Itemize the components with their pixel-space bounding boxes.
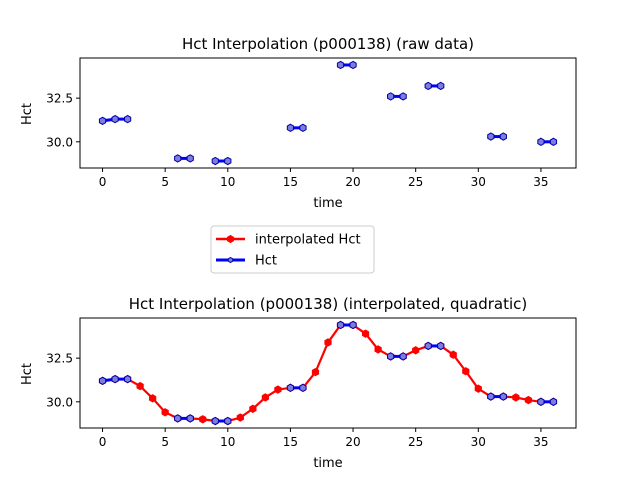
- data-point-interpolated: [274, 385, 282, 394]
- data-point-hct: [174, 414, 182, 423]
- data-point-hct: [499, 392, 507, 401]
- x-tick-label: 5: [161, 175, 169, 189]
- data-point-hct: [349, 320, 357, 330]
- data-point-hct: [174, 154, 182, 163]
- y-axis-label: Hct: [20, 103, 35, 125]
- x-tick-label: 0: [99, 435, 107, 449]
- legend-frame: [210, 225, 375, 274]
- data-point-interpolated: [249, 404, 257, 413]
- x-tick-label: 35: [533, 175, 548, 189]
- data-point-hct: [549, 397, 558, 406]
- data-point-interpolated: [474, 384, 482, 393]
- legend-item-hct: Hct: [216, 254, 277, 269]
- data-point-hct: [399, 92, 407, 101]
- x-tick-label: 20: [345, 435, 360, 449]
- data-point-hct: [487, 132, 495, 141]
- data-point-hct: [549, 137, 558, 146]
- legend-label: interpolated Hct: [255, 233, 361, 248]
- y-axis-label: Hct: [20, 363, 35, 385]
- data-point-interpolated: [361, 329, 370, 338]
- x-tick-label: 30: [471, 175, 486, 189]
- x-tick-label: 5: [161, 435, 169, 449]
- data-point-interpolated: [199, 415, 207, 424]
- plot-frame: [79, 317, 577, 429]
- x-axis-label: time: [313, 196, 342, 211]
- data-point-hct: [286, 123, 295, 133]
- data-point-hct: [424, 81, 432, 91]
- data-point-hct: [123, 374, 132, 384]
- data-point-interpolated: [524, 395, 533, 405]
- x-tick-label: 15: [283, 435, 298, 449]
- interpolated-chart: Hct Interpolation (p000138) (interpolate…: [20, 295, 577, 471]
- data-point-hct: [299, 383, 307, 393]
- data-point-interpolated: [462, 367, 470, 376]
- data-point-interpolated: [449, 350, 457, 359]
- x-tick-label: 10: [220, 175, 235, 189]
- data-point-hct: [299, 123, 307, 133]
- x-tick-label: 25: [408, 435, 423, 449]
- data-point-hct: [98, 116, 107, 126]
- legend-marker-swatch: [227, 234, 234, 244]
- data-point-hct: [224, 416, 232, 426]
- x-tick-label: 10: [220, 435, 235, 449]
- data-point-interpolated: [261, 393, 269, 402]
- data-point-interpolated: [161, 408, 169, 417]
- data-point-hct: [424, 341, 432, 351]
- y-tick-label: 32.5: [46, 352, 73, 366]
- data-point-hct: [186, 414, 194, 423]
- chart-title: Hct Interpolation (p000138) (interpolate…: [129, 295, 527, 313]
- data-point-hct: [499, 132, 507, 141]
- legend-marker-swatch: [227, 256, 234, 264]
- y-tick-label: 30.0: [46, 135, 73, 149]
- series-layer: [98, 60, 558, 166]
- y-tick-label: 32.5: [46, 92, 73, 106]
- data-point-hct: [349, 60, 357, 70]
- data-point-hct: [123, 114, 132, 124]
- x-tick-label: 20: [345, 175, 360, 189]
- data-point-interpolated: [236, 413, 244, 422]
- series-layer: [98, 320, 558, 426]
- data-point-hct: [387, 352, 395, 361]
- legend: interpolated Hct Hct: [210, 225, 375, 274]
- data-point-interpolated: [374, 345, 382, 354]
- data-point-hct: [336, 320, 345, 330]
- data-point-hct: [537, 397, 545, 406]
- x-tick-label: 0: [99, 175, 107, 189]
- x-tick-label: 15: [283, 175, 298, 189]
- data-point-hct: [186, 154, 194, 163]
- data-point-hct: [387, 92, 395, 101]
- data-point-hct: [224, 156, 232, 166]
- data-point-interpolated: [412, 346, 420, 355]
- data-point-hct: [211, 156, 219, 166]
- axis-ticks: 0 5 10 15 20 25 30 35 30.0 32.5: [46, 352, 548, 449]
- data-point-hct: [537, 137, 545, 146]
- data-point-hct: [437, 81, 445, 91]
- data-point-interpolated: [311, 367, 320, 377]
- legend-label: Hct: [255, 254, 277, 269]
- data-point-hct: [111, 374, 119, 384]
- data-point-hct: [98, 376, 107, 386]
- data-point-interpolated: [136, 381, 144, 391]
- data-point-hct: [111, 114, 119, 124]
- data-point-interpolated: [324, 338, 332, 347]
- x-tick-label: 30: [471, 435, 486, 449]
- x-tick-label: 35: [533, 435, 548, 449]
- data-point-hct: [487, 392, 495, 401]
- x-axis-label: time: [313, 456, 342, 471]
- axis-ticks: 0 5 10 15 20 25 30 35 30.0 32.5: [46, 92, 548, 189]
- data-point-interpolated: [512, 393, 520, 402]
- data-point-hct: [399, 352, 407, 361]
- plot-frame: [79, 57, 577, 169]
- y-tick-label: 30.0: [46, 395, 73, 409]
- data-point-hct: [336, 60, 345, 70]
- legend-item-interpolated: interpolated Hct: [216, 233, 361, 248]
- data-point-hct: [286, 383, 295, 393]
- chart-title: Hct Interpolation (p000138) (raw data): [182, 35, 474, 53]
- raw-data-chart: Hct Interpolation (p000138) (raw data) H…: [20, 35, 577, 211]
- x-tick-label: 25: [408, 175, 423, 189]
- data-point-hct: [211, 416, 219, 426]
- data-point-hct: [437, 341, 445, 351]
- data-point-interpolated: [149, 394, 157, 403]
